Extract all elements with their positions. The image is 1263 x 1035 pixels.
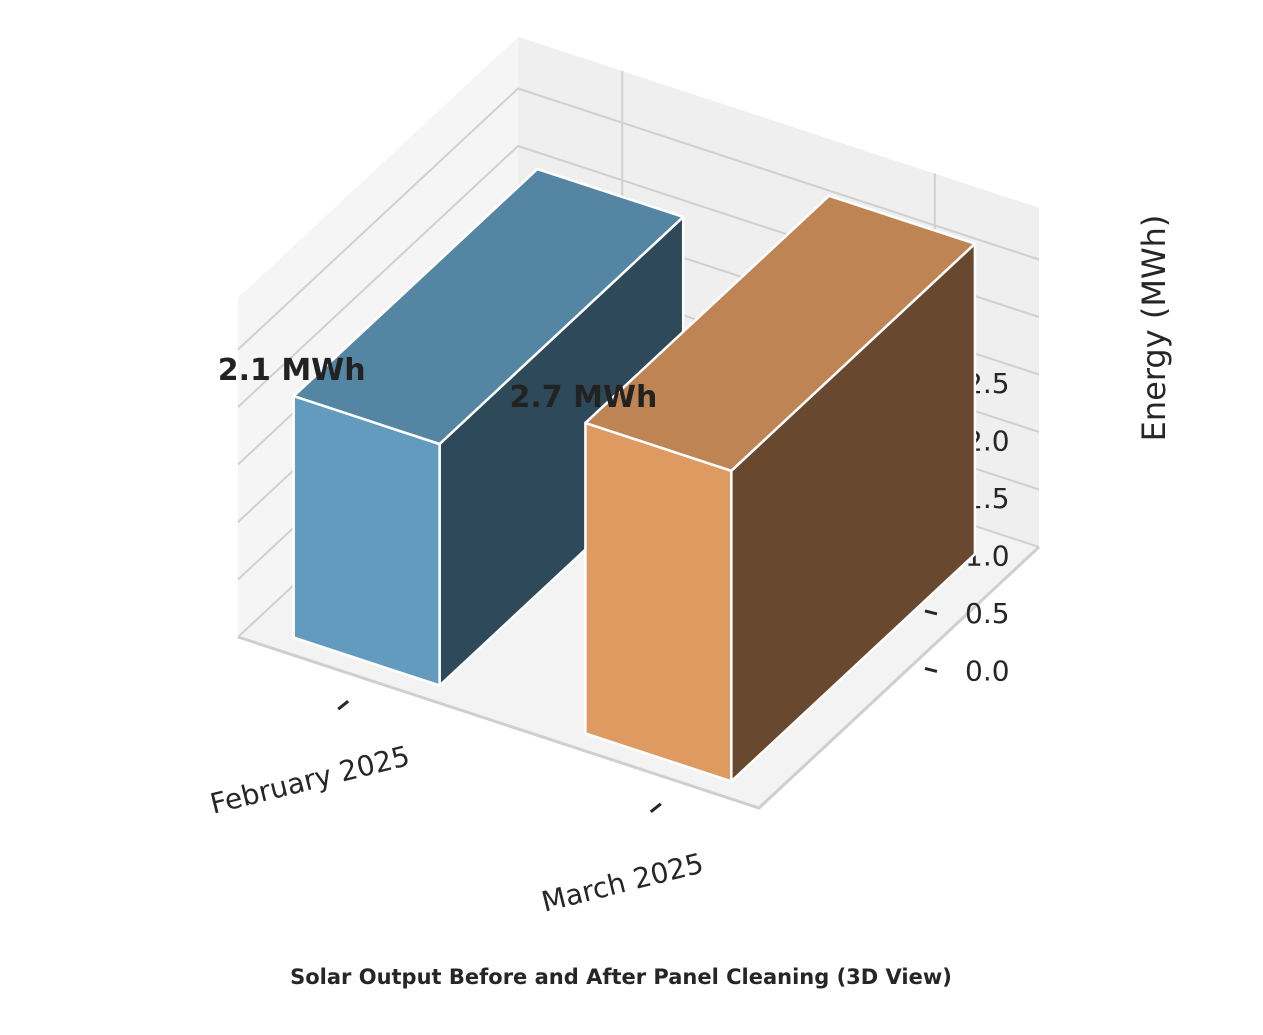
x-tick-mark <box>337 700 350 711</box>
z-axis-title: Energy (MWh) <box>1135 215 1173 442</box>
bar-value-label: 2.7 MWh <box>509 380 657 415</box>
floor-edge <box>237 545 1041 810</box>
x-category-label: March 2025 <box>538 847 707 919</box>
chart-title: Solar Output Before and After Panel Clea… <box>290 965 952 989</box>
bars <box>292 167 977 783</box>
z-tick-label: 0.0 <box>965 654 1010 687</box>
z-tick-mark <box>924 666 938 673</box>
z-gridline <box>237 87 1040 351</box>
bar-front-face <box>584 421 733 783</box>
bar-front-face <box>292 394 441 687</box>
bar <box>584 194 977 783</box>
bar-value-label: 2.1 MWh <box>218 353 366 388</box>
value-labels: 2.1 MWh 2.7 MWh <box>218 353 658 415</box>
bar-top-face <box>292 167 685 446</box>
z-tick-label: 0.5 <box>965 597 1010 630</box>
x-tick-mark <box>649 802 662 813</box>
z-tick-mark <box>924 609 938 616</box>
bar <box>292 167 685 687</box>
x-category-label: February 2025 <box>207 739 413 820</box>
bar-top-face <box>584 194 977 473</box>
